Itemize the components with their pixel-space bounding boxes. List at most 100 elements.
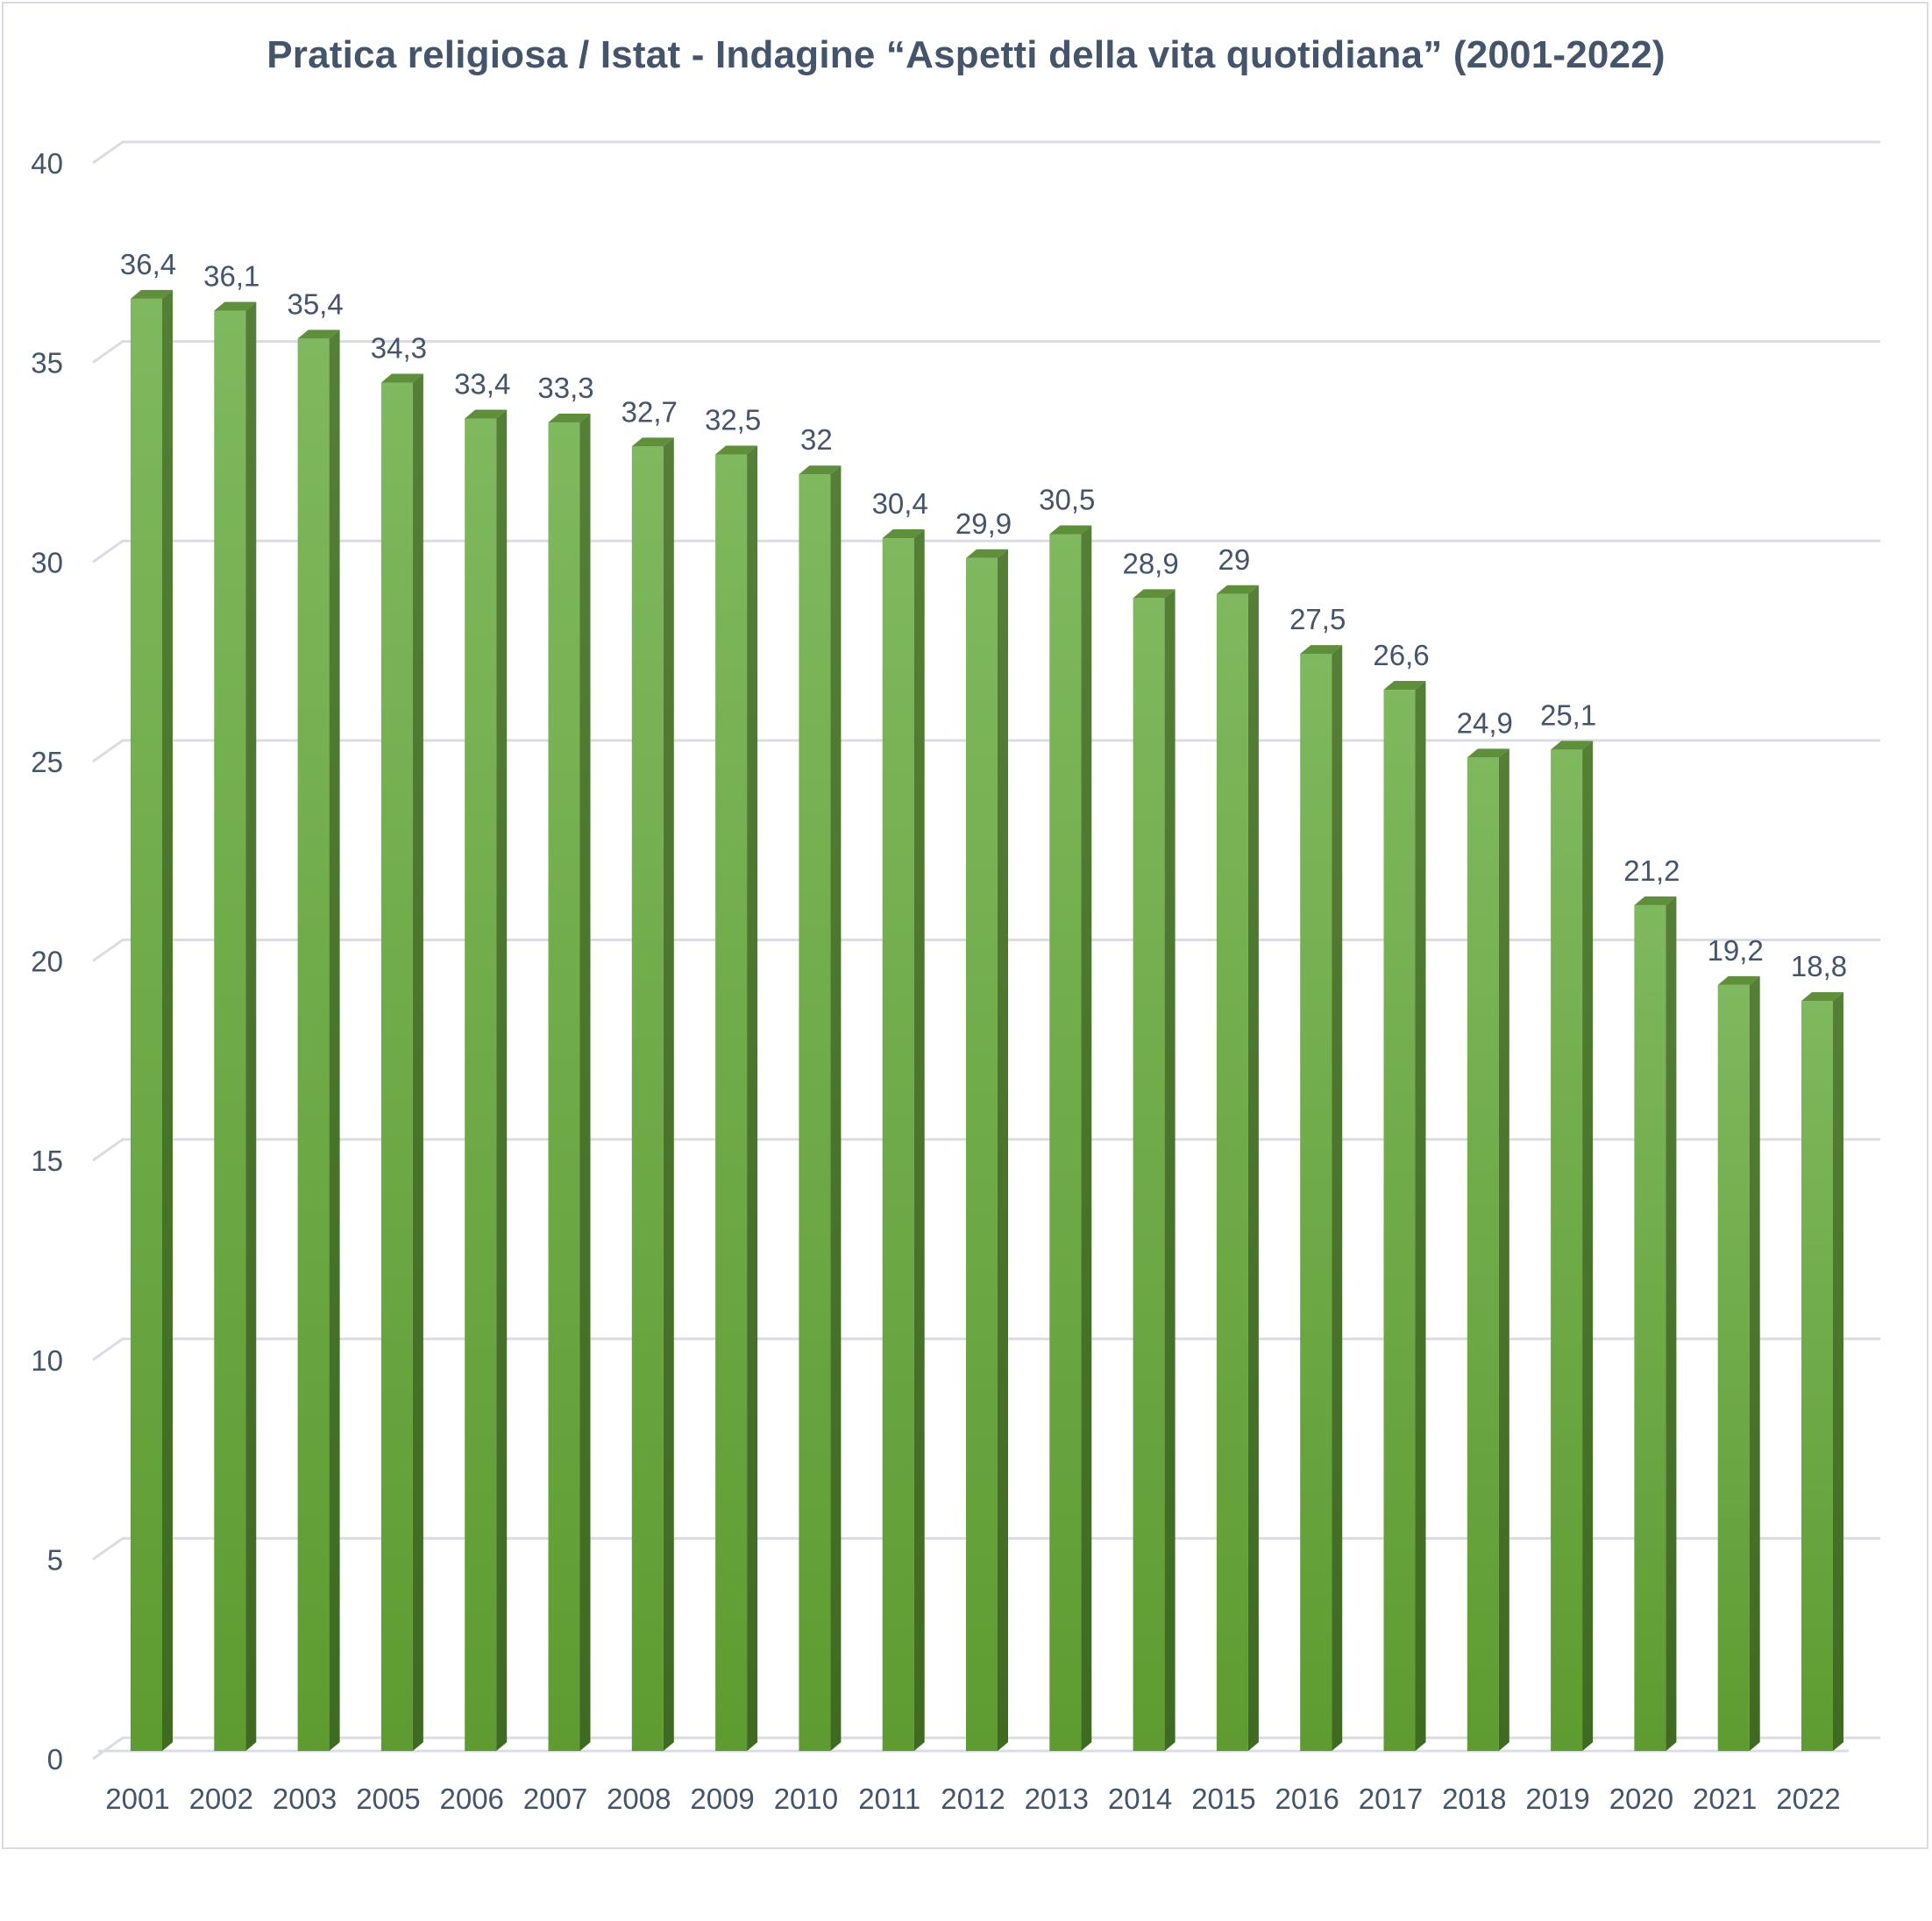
x-tick-label: 2018 (1442, 1783, 1506, 1815)
y-tick-label: 15 (31, 1145, 63, 1177)
x-tick-label: 2022 (1776, 1783, 1840, 1815)
bars (131, 289, 1843, 1752)
bar-front (799, 474, 831, 1752)
bar-top (131, 289, 173, 299)
bar-side (998, 549, 1008, 1751)
bar-side (1415, 681, 1426, 1752)
x-tick-label: 2009 (690, 1783, 754, 1815)
y-tick-label: 5 (47, 1543, 63, 1576)
bar-top (1467, 748, 1509, 758)
gridline (92, 1138, 1880, 1162)
bar-top (548, 414, 591, 423)
data-label: 33,3 (537, 372, 593, 404)
data-label: 29,9 (955, 507, 1012, 540)
bar (1383, 681, 1426, 1752)
y-tick-label: 35 (31, 347, 63, 379)
bar-side (1247, 585, 1259, 1751)
gridline (92, 140, 1880, 165)
bar-top (1801, 992, 1843, 1002)
bar (1551, 741, 1594, 1751)
bar (214, 301, 257, 1751)
bar-side (747, 445, 758, 1751)
x-tick-label: 2013 (1025, 1783, 1089, 1815)
bar-top (1049, 525, 1092, 535)
x-tick-label: 2010 (774, 1783, 838, 1815)
bar-front (1467, 757, 1499, 1751)
bar-front (631, 446, 664, 1751)
bar-side (245, 301, 257, 1751)
x-tick-label: 2011 (858, 1783, 920, 1815)
y-tick-label: 0 (47, 1743, 63, 1776)
data-label: 32,7 (622, 395, 678, 428)
data-label: 30,4 (872, 487, 928, 520)
bar (631, 437, 674, 1751)
bar-side (1582, 741, 1594, 1751)
data-label: 35,4 (287, 287, 343, 320)
bar-side (1749, 975, 1760, 1751)
bar (715, 445, 758, 1751)
y-axis-tick-labels: 0 5 10 15 20 25 30 35 40 (31, 147, 63, 1776)
gridline (92, 1536, 1880, 1561)
bar-side (329, 330, 340, 1751)
y-tick-label: 40 (31, 147, 63, 180)
x-tick-label: 2012 (941, 1783, 1005, 1815)
data-label: 29 (1218, 543, 1251, 576)
data-label: 21,2 (1623, 854, 1680, 887)
bar-top (1133, 589, 1176, 599)
data-label: 25,1 (1540, 698, 1596, 731)
bar-front (1801, 1001, 1833, 1751)
bar (131, 289, 173, 1751)
data-label: 18,8 (1791, 950, 1847, 982)
bar (882, 529, 925, 1751)
bar-front (1383, 690, 1416, 1752)
bar-front (1551, 749, 1583, 1751)
bar (1133, 589, 1176, 1751)
x-tick-label: 2003 (273, 1783, 337, 1815)
y-tick-label: 10 (31, 1344, 63, 1377)
data-label: 32,5 (705, 403, 761, 436)
x-tick-label: 2006 (439, 1783, 503, 1815)
bar-top (1300, 645, 1343, 655)
bar-front (1049, 534, 1082, 1751)
gridline (92, 739, 1880, 763)
gridline (92, 1337, 1880, 1361)
data-label: 28,9 (1122, 547, 1178, 579)
bar-side (663, 437, 674, 1751)
bar-side (1081, 525, 1092, 1751)
data-label: 34,3 (371, 331, 427, 364)
bar-top (214, 301, 257, 311)
x-tick-label: 2007 (523, 1783, 587, 1815)
bar-top (465, 409, 508, 419)
bar-top (966, 549, 1008, 558)
x-tick-label: 2008 (607, 1783, 671, 1815)
data-label: 24,9 (1457, 706, 1513, 739)
x-tick-label: 2014 (1108, 1783, 1172, 1815)
data-label: 36,4 (120, 248, 176, 280)
x-tick-label: 2002 (189, 1783, 253, 1815)
bar-top (1383, 681, 1426, 691)
bar (1216, 585, 1259, 1751)
bar-top (715, 445, 758, 455)
bar-top (882, 529, 925, 539)
data-label: 26,6 (1373, 639, 1429, 671)
bar (1300, 645, 1343, 1751)
data-label: 19,2 (1708, 934, 1764, 967)
bar-side (1164, 589, 1176, 1751)
bar (1801, 992, 1843, 1751)
bar (548, 414, 591, 1752)
bar (297, 330, 340, 1751)
bar-top (631, 437, 674, 447)
bar-top (1216, 585, 1259, 594)
bar-front (1133, 598, 1165, 1751)
bar-front (380, 382, 413, 1752)
bar-side (162, 289, 173, 1751)
bar (1634, 896, 1677, 1751)
gridline (92, 939, 1880, 962)
bar (1049, 525, 1092, 1751)
bar-front (715, 454, 748, 1751)
bar-front (465, 418, 497, 1752)
x-axis-tick-labels: 2001 2002 2003 2005 2006 2007 2008 2009 2010 2011… (105, 1783, 1840, 1815)
data-label: 30,5 (1039, 483, 1095, 515)
bar-top (1717, 975, 1760, 985)
data-label: 33,4 (454, 367, 510, 400)
